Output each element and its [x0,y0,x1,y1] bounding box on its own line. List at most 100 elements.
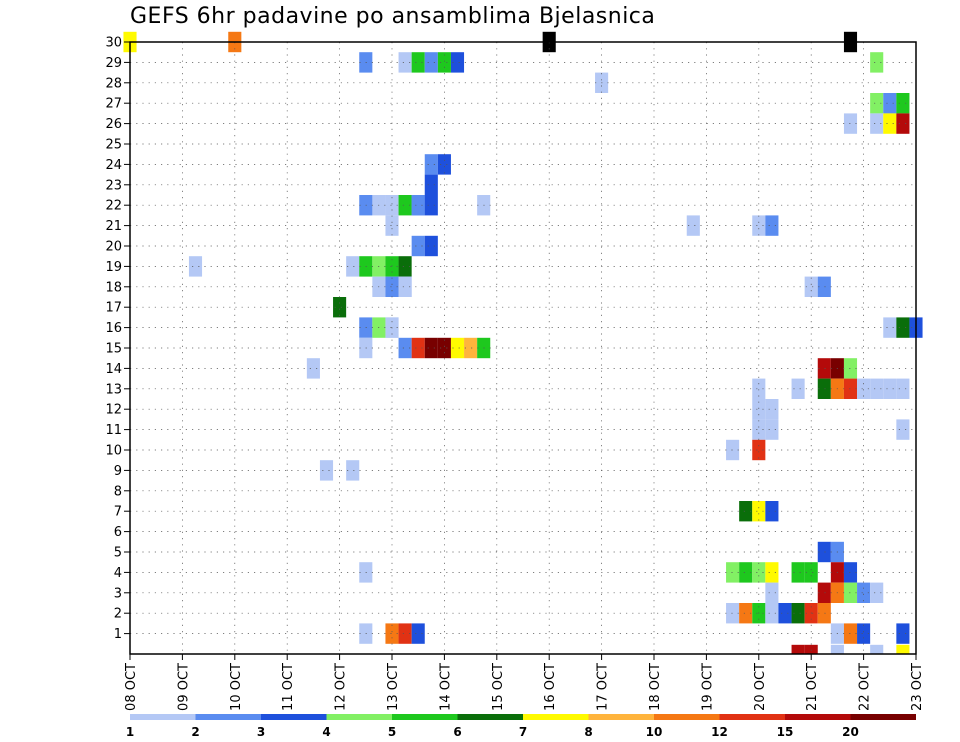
x-tick-label: 10 OCT [229,663,244,711]
y-tick-label: 7 [114,505,122,520]
y-tick-label: 29 [105,56,122,71]
legend-swatch [654,714,720,720]
heatmap-cell [870,93,884,114]
x-tick-label: 22 OCT [858,663,873,711]
heatmap-cell [765,215,779,236]
heatmap-cell [346,460,360,481]
heatmap-cell [385,276,399,297]
heatmap-cell [817,603,831,624]
x-tick-label: 14 OCT [438,663,453,711]
heatmap-cell [450,337,465,359]
legend-swatch [588,714,654,720]
legend-swatch [130,714,196,720]
heatmap-cell [843,562,858,583]
legend-swatch [850,714,916,720]
heatmap-cell [385,623,399,644]
legend-label: 12 [711,725,728,739]
heatmap-cell [424,52,438,73]
heatmap-cell [385,215,399,236]
grid-layer [130,42,916,654]
y-tick-label: 3 [114,586,122,601]
heatmap-cell [843,113,858,134]
heatmap-cell [424,235,438,257]
heatmap-cell [857,378,871,399]
heatmap-cell [804,276,818,297]
chart-title: GEFS 6hr padavine po ansamblima Bjelasni… [130,4,656,29]
heatmap-cell [450,52,465,73]
y-tick-label: 26 [105,117,122,132]
legend-label: 6 [453,725,461,739]
heatmap-cell [437,337,451,359]
x-tick-label: 21 OCT [805,663,820,711]
x-tick-label: 15 OCT [491,663,506,711]
legend-label: 20 [842,725,859,739]
legend-swatch [195,714,261,720]
heatmap-cell [883,93,897,114]
y-tick-label: 25 [105,138,122,153]
heatmap-cell [765,399,779,420]
x-tick-label: 17 OCT [596,663,611,711]
heatmap-cell [765,562,779,583]
x-tick-label: 16 OCT [543,663,558,711]
legend-swatch [523,714,589,720]
heatmap-cell [896,317,910,338]
heatmap-cell [843,623,858,644]
axis-layer: 1234567891011121314151617181920212223242… [105,36,925,711]
heatmap-cell [411,195,425,216]
y-tick-label: 9 [114,464,122,479]
heatmap-cell [857,582,871,603]
heatmap-cell [843,378,858,399]
y-tick-label: 30 [105,36,122,51]
heatmap-cell [464,337,478,359]
y-tick-label: 16 [105,321,122,336]
heatmap-cell [857,623,871,644]
legend-swatch [785,714,851,720]
heatmap-cell [778,603,792,624]
heatmap-cell [804,562,818,583]
heatmap-cell [765,501,779,522]
x-tick-label: 12 OCT [334,663,349,711]
cells-layer [123,31,923,654]
heatmap-cell [883,378,897,399]
heatmap-cell [752,501,766,522]
legend-label: 10 [646,725,663,739]
y-tick-label: 17 [105,301,122,316]
legend-swatch [719,714,785,720]
y-tick-label: 22 [105,199,122,214]
heatmap-cell [791,378,805,399]
legend-swatch [457,714,523,720]
heatmap-cell [883,113,897,134]
heatmap-cell [752,562,766,583]
heatmap-cell [896,378,910,399]
x-tick-label: 20 OCT [753,663,768,711]
heatmap-cell [739,562,753,583]
y-tick-label: 5 [114,546,122,561]
legend: 1 2 3 4 5 6 7 8 10 12 15 20 [126,714,916,739]
x-tick-label: 23 OCT [910,663,925,711]
heatmap-cell [817,582,831,603]
heatmap-cell [870,113,884,134]
heatmap-cell [398,623,412,644]
y-tick-label: 11 [105,423,122,438]
legend-label: 4 [322,725,330,739]
legend-label: 2 [191,725,199,739]
heatmap-cell [830,644,844,654]
heatmap-cell [791,603,805,624]
heatmap-cell [896,93,910,114]
x-tick-label: 13 OCT [386,663,401,711]
y-tick-label: 14 [105,362,122,377]
y-tick-label: 4 [114,566,122,581]
heatmap-cell [319,460,334,481]
heatmap-cell [411,235,425,257]
heatmap-cell [870,582,884,603]
legend-swatch [392,714,458,720]
legend-label: 1 [126,725,134,739]
heatmap-cell [424,195,438,216]
heatmap-cell [896,113,910,134]
heatmap-cell [896,419,910,440]
heatmap-cell [791,562,805,583]
heatmap-cell [870,378,884,399]
heatmap-cell [398,337,412,359]
legend-label: 5 [388,725,396,739]
x-tick-label: 08 OCT [124,663,139,711]
